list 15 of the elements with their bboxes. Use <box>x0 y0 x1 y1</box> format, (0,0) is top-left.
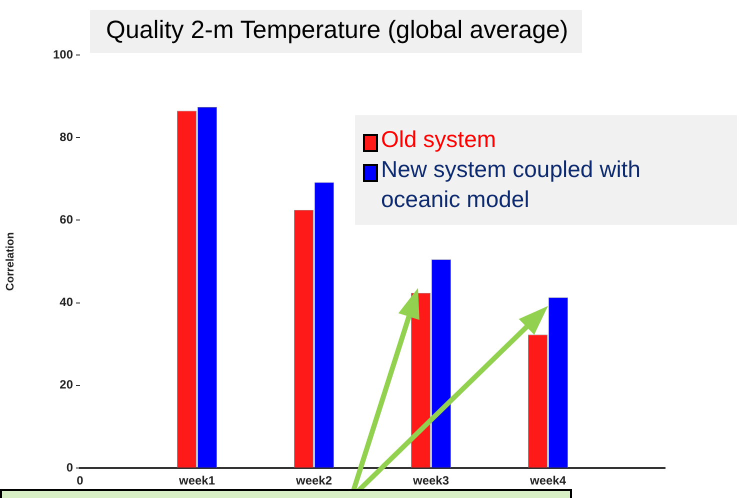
x-tick-label: week4 <box>528 474 566 488</box>
y-tick-label: 40 <box>60 295 74 310</box>
y-tick-label: 80 <box>60 130 74 144</box>
x-tick-label: week2 <box>294 474 332 488</box>
y-tick-label: 60 <box>60 212 74 227</box>
x-tick-label: week1 <box>178 474 216 488</box>
x-tick-label: week3 <box>412 474 450 488</box>
y-axis-title: Correlation <box>4 232 17 291</box>
x-tick-label: 0 <box>76 474 84 488</box>
legend-label: Old system <box>381 125 496 154</box>
y-tick-label: 0 <box>66 460 74 474</box>
chart-title: Quality 2-m Temperature (global average) <box>90 10 582 53</box>
legend-label: New system coupled with oceanic model <box>381 154 642 214</box>
y-tick-label: 100 <box>52 47 74 62</box>
y-tick-label: 20 <box>60 378 74 392</box>
